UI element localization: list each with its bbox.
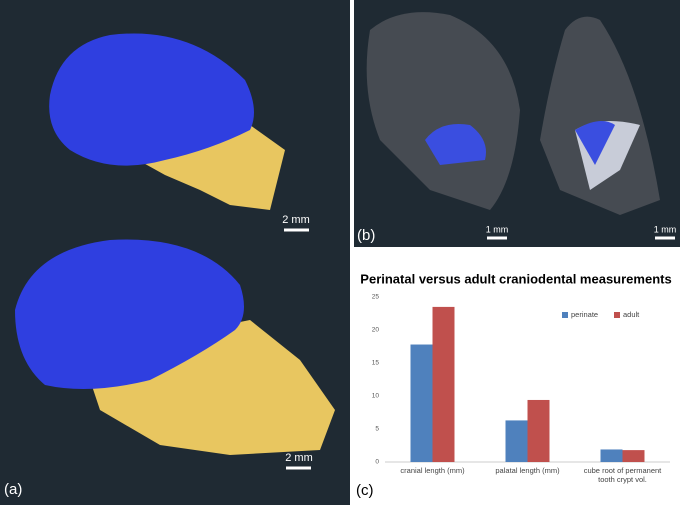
dentition <box>425 124 486 165</box>
scale-label: 1 mm <box>486 224 509 234</box>
head-render <box>540 16 660 215</box>
panel-label: (a) <box>4 481 22 498</box>
x-tick-label: palatal length (mm) <box>495 466 560 475</box>
cranium <box>49 33 254 166</box>
x-tick-label: cranial length (mm) <box>400 466 465 475</box>
jaw <box>120 125 285 210</box>
chart-title: Perinatal versus adult craniodental meas… <box>360 271 671 286</box>
legend-label: adult <box>623 310 640 319</box>
bar <box>410 344 433 462</box>
scale-label: 2 mm <box>282 214 310 226</box>
scale-label: 2 mm <box>285 452 313 464</box>
cranium <box>15 239 244 389</box>
bar <box>600 449 623 462</box>
legend-label: perinate <box>571 310 598 319</box>
panel-label: (b) <box>357 227 375 244</box>
dentition <box>575 121 615 165</box>
y-tick-label: 15 <box>372 360 380 367</box>
scale-label: 1 mm <box>654 224 677 234</box>
bar <box>527 399 550 462</box>
bar <box>505 420 528 462</box>
legend-swatch <box>614 312 620 318</box>
x-tick-label: cube root of permanent tooth crypt vol. <box>583 466 662 484</box>
panel-label: (c) <box>356 482 374 499</box>
bar <box>622 450 645 462</box>
head-render <box>366 12 520 211</box>
y-tick-label: 20 <box>372 327 380 334</box>
y-tick-label: 5 <box>375 426 379 433</box>
y-tick-label: 25 <box>372 294 380 301</box>
bar <box>432 306 455 462</box>
legend-swatch <box>562 312 568 318</box>
y-tick-label: 10 <box>372 393 380 400</box>
y-tick-label: 0 <box>375 459 379 466</box>
